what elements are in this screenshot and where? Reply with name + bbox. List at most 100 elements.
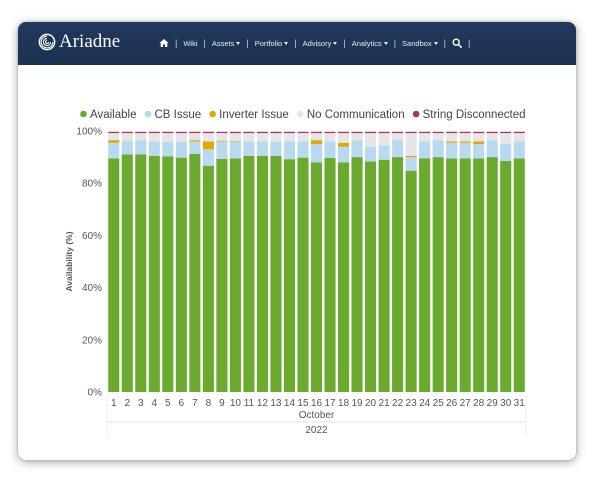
bar-segment-day16-series4 bbox=[310, 131, 323, 134]
x-tick-label: 8 bbox=[206, 398, 212, 409]
bar-segment-day19-series3 bbox=[351, 133, 363, 141]
bar-segment-day4-series1 bbox=[148, 141, 160, 156]
bar-segment-day25-series0 bbox=[432, 157, 444, 392]
bar-segment-day31-series1 bbox=[513, 141, 525, 159]
bar-segment-day22-series4 bbox=[392, 131, 404, 134]
bar-segment-day8-series2 bbox=[202, 141, 214, 150]
bar-segment-day23-series4 bbox=[405, 131, 417, 134]
nav-sandbox[interactable]: Sandbox bbox=[402, 39, 438, 48]
x-tick-label: 3 bbox=[138, 398, 144, 409]
nav-home[interactable] bbox=[159, 38, 169, 48]
nav-wiki-label: Wiki bbox=[183, 38, 198, 48]
main-nav: | Wiki | Assets | Portfolio | Advisory |… bbox=[159, 38, 476, 48]
bar-segment-day1-series3 bbox=[108, 133, 120, 141]
x-tick-label: 27 bbox=[460, 398, 472, 409]
bar-segment-day17-series4 bbox=[324, 131, 336, 134]
x-tick-label: 25 bbox=[433, 398, 445, 409]
x-tick-label: 23 bbox=[406, 398, 418, 409]
legend-label-0: Available bbox=[90, 109, 136, 121]
nav-portfolio[interactable]: Portfolio bbox=[255, 39, 289, 48]
bar-segment-day14-series4 bbox=[283, 131, 296, 134]
bar-segment-day18-series1 bbox=[337, 146, 350, 163]
bar-segment-day30-series4 bbox=[500, 131, 512, 134]
app-window: Ariadne | Wiki | Assets | Portfolio | Ad… bbox=[18, 22, 576, 460]
bar-segment-day5-series4 bbox=[162, 131, 174, 134]
bar-segment-day25-series3 bbox=[432, 133, 444, 141]
y-tick-label: 0% bbox=[88, 388, 103, 399]
bar-segment-day15-series3 bbox=[297, 133, 309, 142]
bar-segment-day14-series3 bbox=[283, 133, 296, 142]
bar-segment-day18-series4 bbox=[337, 131, 350, 134]
y-tick-label: 100% bbox=[76, 127, 102, 138]
bar-segment-day8-series1 bbox=[202, 149, 214, 166]
bar-segment-day25-series1 bbox=[432, 140, 444, 158]
bar-segment-day1-series4 bbox=[108, 131, 120, 134]
nav-divider: | bbox=[443, 37, 446, 48]
x-tick-label: 16 bbox=[311, 398, 323, 409]
x-tick-label: 4 bbox=[152, 398, 158, 409]
bar-segment-day24-series4 bbox=[419, 131, 431, 134]
bar-segment-day24-series0 bbox=[419, 158, 431, 392]
bar-segment-day24-series1 bbox=[419, 141, 431, 159]
x-tick-label: 17 bbox=[324, 398, 336, 409]
brand[interactable]: Ariadne bbox=[38, 32, 120, 52]
bar-segment-day20-series1 bbox=[365, 146, 377, 162]
bar-segment-day11-series1 bbox=[243, 141, 255, 156]
y-tick-label: 60% bbox=[82, 231, 102, 242]
bar-segment-day1-series0 bbox=[108, 158, 120, 392]
bar-segment-day4-series0 bbox=[148, 155, 160, 392]
nav-wiki[interactable]: Wiki bbox=[183, 39, 197, 48]
bar-segment-day12-series4 bbox=[256, 131, 268, 134]
nav-analytics[interactable]: Analytics bbox=[352, 39, 388, 48]
x-tick-label: 6 bbox=[179, 398, 185, 409]
bar-segment-day12-series1 bbox=[256, 141, 268, 156]
bar-segment-day13-series0 bbox=[270, 155, 282, 392]
bar-segment-day7-series3 bbox=[189, 133, 201, 141]
bar-segment-day27-series1 bbox=[459, 142, 471, 159]
nav-assets[interactable]: Assets bbox=[212, 39, 241, 48]
nav-advisory[interactable]: Advisory bbox=[303, 39, 338, 48]
bar-segment-day9-series1 bbox=[216, 141, 228, 159]
bar-segment-day8-series3 bbox=[202, 133, 214, 142]
legend-marker-2 bbox=[209, 110, 216, 118]
bar-segment-day19-series0 bbox=[351, 157, 363, 392]
x-tick-label: 28 bbox=[473, 398, 485, 409]
bar-segment-day29-series1 bbox=[486, 140, 498, 158]
bar-segment-day17-series0 bbox=[324, 157, 336, 392]
bar-segment-day25-series4 bbox=[432, 131, 444, 134]
bar-segment-day12-series3 bbox=[256, 133, 268, 142]
legend-label-4: String Disconnected bbox=[423, 109, 526, 121]
bar-segment-day23-series2 bbox=[405, 155, 417, 158]
nav-divider: | bbox=[175, 37, 178, 48]
x-tick-label: 24 bbox=[419, 398, 431, 409]
bar-segment-day2-series3 bbox=[121, 133, 133, 141]
bar-segment-day31-series0 bbox=[513, 158, 525, 392]
bar-segment-day9-series4 bbox=[216, 131, 228, 134]
bar-segment-day20-series0 bbox=[365, 161, 377, 392]
bar-segment-day26-series3 bbox=[446, 133, 458, 142]
bar-segment-day29-series0 bbox=[486, 157, 498, 392]
search-icon bbox=[452, 38, 462, 48]
top-navbar: Ariadne | Wiki | Assets | Portfolio | Ad… bbox=[18, 22, 576, 65]
bar-segment-day9-series0 bbox=[216, 158, 228, 392]
nav-search[interactable] bbox=[452, 38, 462, 48]
bar-segment-day6-series0 bbox=[175, 157, 187, 392]
bar-segment-day13-series4 bbox=[270, 131, 282, 134]
legend-marker-0 bbox=[80, 110, 87, 118]
nav-divider: | bbox=[203, 37, 206, 48]
bar-segment-day3-series1 bbox=[135, 140, 147, 155]
bar-segment-day30-series0 bbox=[500, 161, 512, 392]
bar-segment-day28-series1 bbox=[473, 144, 485, 159]
bar-segment-day2-series0 bbox=[121, 154, 133, 392]
bar-segment-day27-series4 bbox=[459, 131, 471, 134]
y-axis-label: Availability (%) bbox=[64, 231, 74, 291]
y-tick-label: 40% bbox=[82, 283, 102, 294]
bar-segment-day7-series0 bbox=[189, 153, 201, 392]
bar-segment-day3-series3 bbox=[135, 133, 147, 141]
bar-segment-day18-series0 bbox=[337, 162, 350, 392]
y-tick-label: 20% bbox=[82, 335, 102, 346]
caret-down-icon bbox=[333, 41, 338, 45]
bar-segment-day23-series3 bbox=[405, 133, 417, 156]
bar-segment-day11-series0 bbox=[243, 155, 255, 392]
x-tick-label: 21 bbox=[379, 398, 391, 409]
